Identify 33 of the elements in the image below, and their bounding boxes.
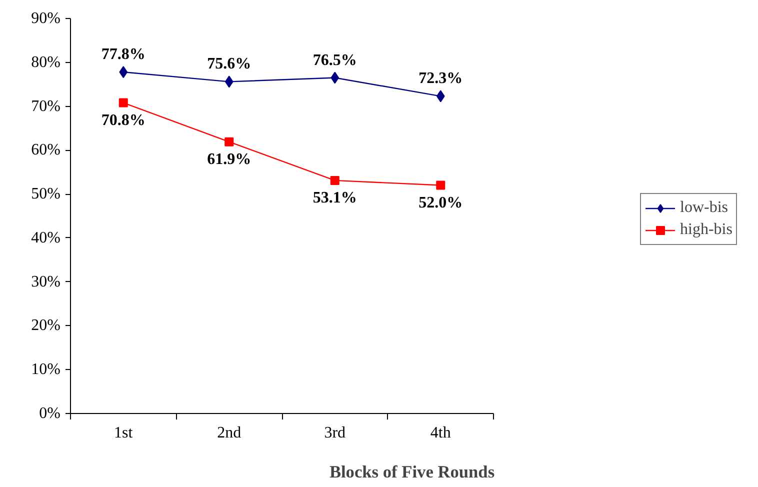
x-tick-label: 1st <box>114 424 134 442</box>
y-tick-label: 20% <box>31 317 60 334</box>
y-tick-label: 30% <box>31 273 60 290</box>
data-label: 72.3% <box>418 70 463 88</box>
x-tick-label: 4th <box>430 424 451 442</box>
data-label: 76.5% <box>312 52 357 69</box>
legend-label: high-bis <box>680 221 732 239</box>
data-label: 75.6% <box>207 56 252 73</box>
point <box>118 98 128 108</box>
x-tick-label: 3rd <box>324 424 346 442</box>
y-tick-label: 50% <box>31 186 60 203</box>
data-label: 53.1% <box>312 189 357 206</box>
point <box>330 176 340 185</box>
x-tick-label: 2nd <box>217 424 242 442</box>
point <box>330 72 340 84</box>
y-tick-label: 90% <box>31 10 60 27</box>
point <box>436 180 446 190</box>
y-tick-label: 0% <box>39 405 60 422</box>
data-label: 52.0% <box>418 194 463 212</box>
y-tick-label: 40% <box>31 229 60 246</box>
x-axis-title: Blocks of Five Rounds <box>329 462 495 482</box>
point <box>224 137 234 146</box>
point <box>436 90 445 102</box>
point <box>224 76 234 88</box>
point <box>119 66 128 78</box>
y-tick-label: 60% <box>31 142 60 159</box>
y-tick-label: 10% <box>31 361 60 378</box>
data-label: 77.8% <box>101 46 146 64</box>
data-label: 70.8% <box>101 112 146 129</box>
y-tick-label: 80% <box>31 54 60 71</box>
legend-label: low-bis <box>680 199 728 217</box>
y-tick-label: 70% <box>31 98 60 115</box>
data-label: 61.9% <box>207 150 252 168</box>
